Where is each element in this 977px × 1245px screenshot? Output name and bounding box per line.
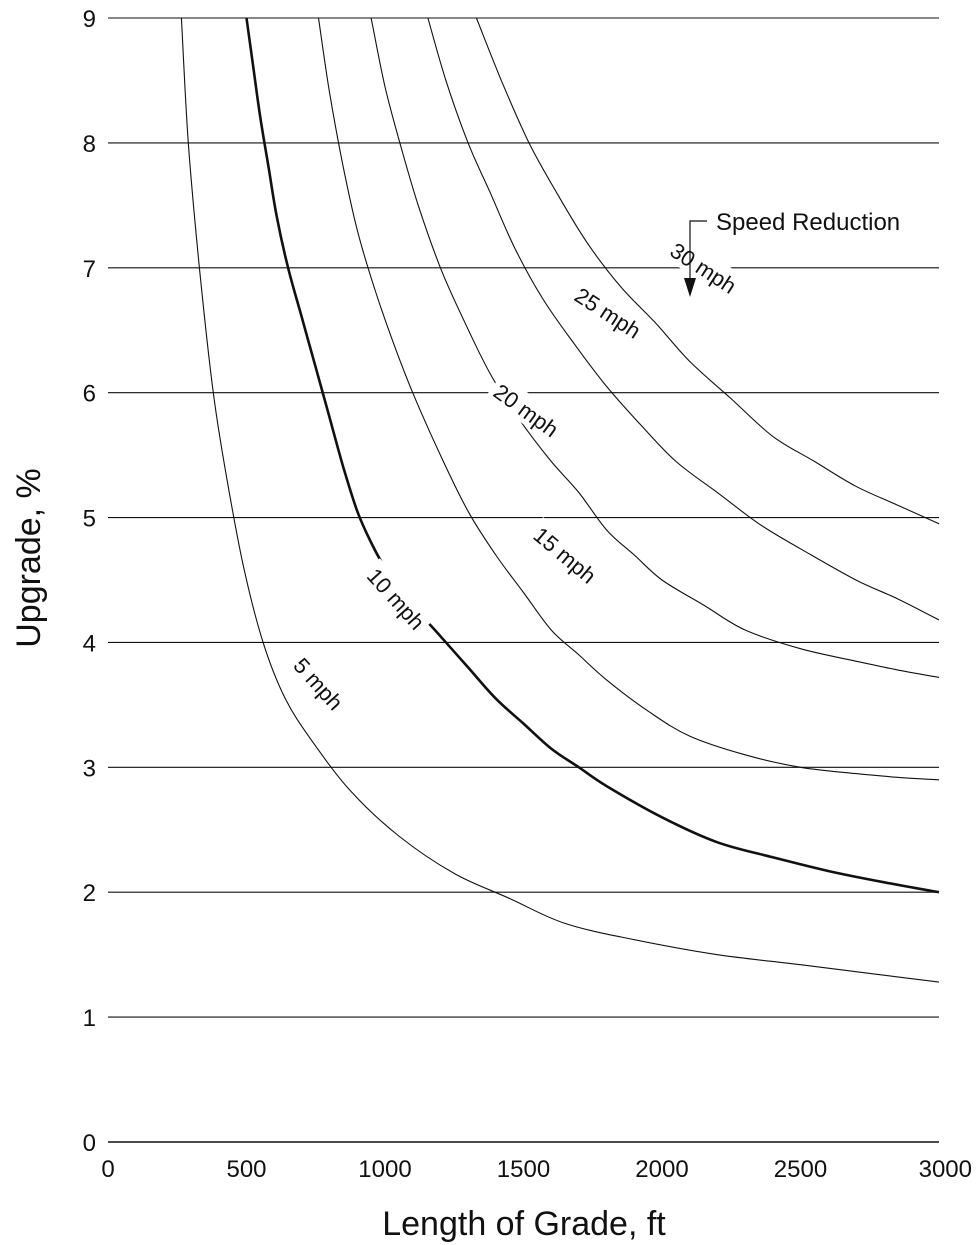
y-tick-label: 7 <box>83 256 96 283</box>
x-axis-title: Length of Grade, ft <box>382 1205 666 1243</box>
series-line-10-mph <box>245 17 940 894</box>
y-axis-title: Upgrade, % <box>10 468 48 648</box>
y-tick-label: 0 <box>83 1130 96 1157</box>
annotation-text: Speed Reduction <box>716 209 900 236</box>
y-tick-label: 8 <box>83 131 96 158</box>
y-tick-label: 9 <box>83 6 96 33</box>
y-tick-label: 6 <box>83 381 96 408</box>
x-tick-label: 1000 <box>358 1156 411 1183</box>
y-tick-label: 3 <box>83 755 96 782</box>
y-tick-label: 5 <box>83 506 96 533</box>
curve-label-text: 10 mph <box>362 563 430 634</box>
curve-label-25-mph: 25 mph <box>566 277 651 346</box>
series-line-30-mph <box>475 17 940 525</box>
x-tick-label: 500 <box>226 1156 266 1183</box>
curve-label-20-mph: 20 mph <box>485 373 569 445</box>
x-tick-label: 0 <box>101 1156 114 1183</box>
series-line-5-mph <box>180 17 940 983</box>
y-tick-label: 4 <box>83 630 96 657</box>
x-tick-label: 2500 <box>774 1156 827 1183</box>
curve-label-text: 15 mph <box>529 522 601 588</box>
arrow-down-icon <box>684 278 696 297</box>
curve-label-5-mph: 5 mph <box>285 647 354 719</box>
curve-label-15-mph: 15 mph <box>525 517 607 592</box>
series-line-20-mph <box>370 17 940 678</box>
x-tick-label: 2000 <box>635 1156 688 1183</box>
y-tick-label: 2 <box>83 880 96 907</box>
x-tick-label: 1500 <box>497 1156 550 1183</box>
series-line-15-mph <box>317 17 940 781</box>
y-tick-label: 1 <box>83 1005 96 1032</box>
tick-labels: 0 1 2 3 4 5 6 7 8 9 0 500 1000 1500 2000 2500 3000 <box>83 6 972 1183</box>
series-line-25-mph <box>427 17 940 621</box>
curve-label-30-mph: 30 mph <box>662 232 747 302</box>
speed-reduction-annotation: Speed Reduction <box>684 209 900 297</box>
annotation-leader <box>689 220 707 290</box>
x-tick-label: 3000 <box>919 1156 972 1183</box>
curve-label-10-mph: 10 mph <box>359 558 435 638</box>
gridlines <box>108 17 939 1143</box>
series-lines <box>180 17 940 983</box>
